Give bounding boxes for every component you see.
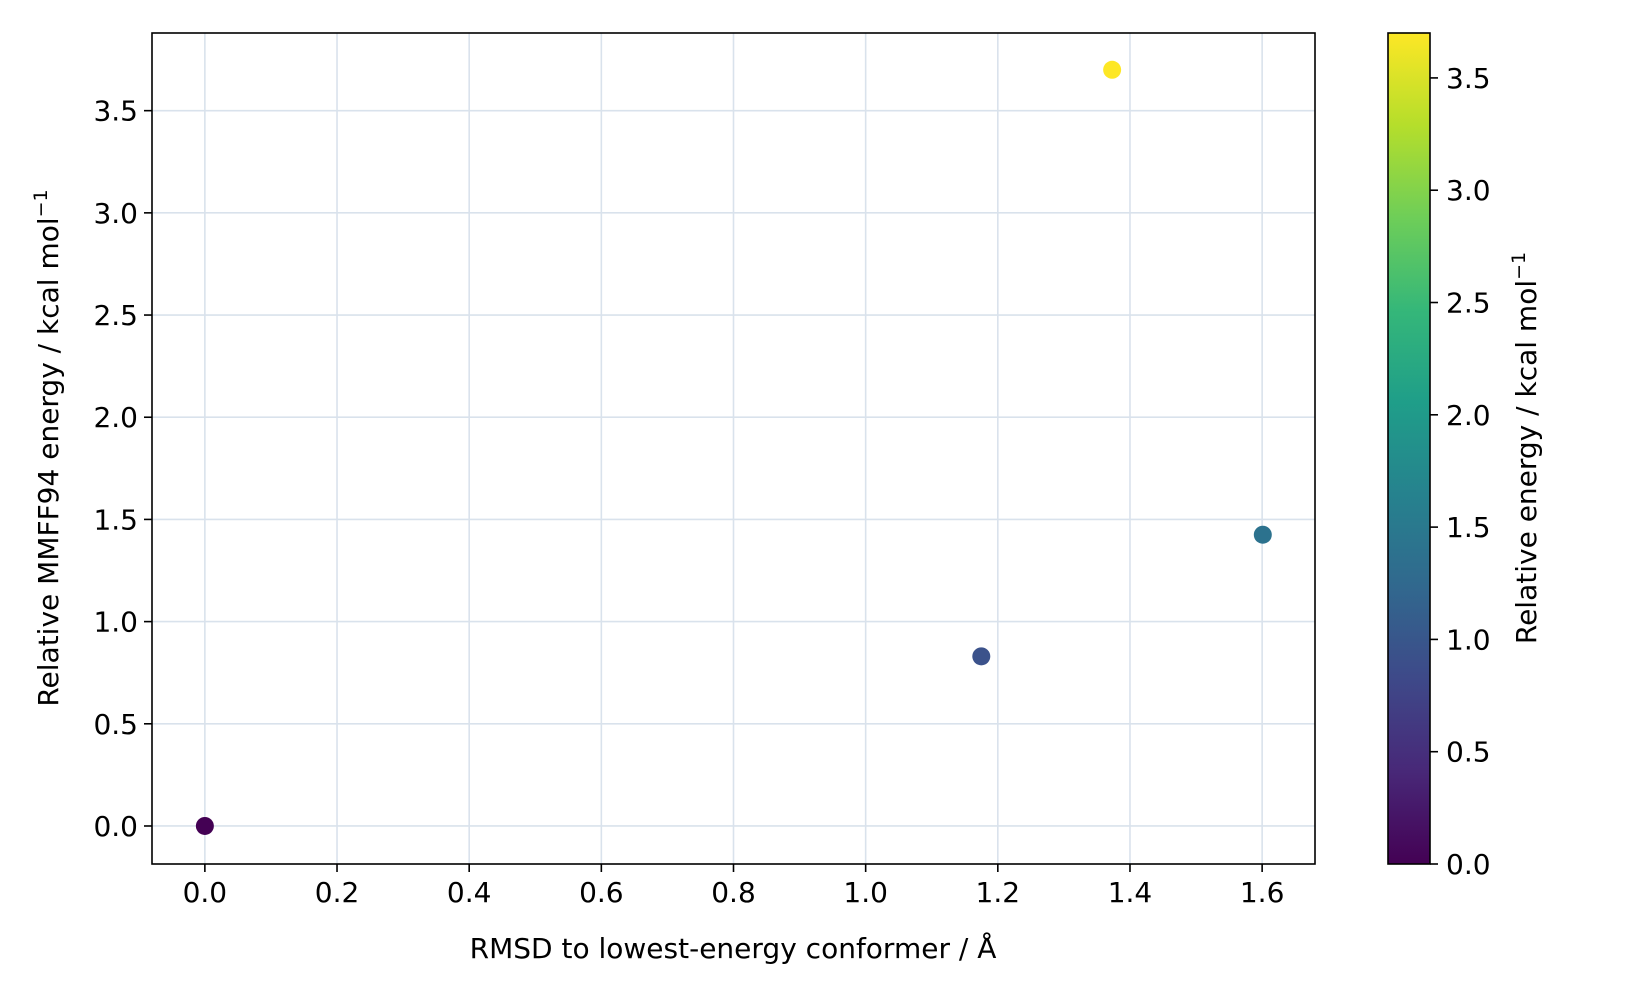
colorbar-label-text: Relative energy / kcal mol <box>1510 280 1543 644</box>
data-point <box>1103 60 1122 79</box>
data-point <box>972 647 991 666</box>
grid-lines <box>152 33 1315 864</box>
x-tick-label: 0.8 <box>711 876 756 909</box>
colorbar-tick-label: 1.5 <box>1446 511 1491 544</box>
colorbar-tick-label: 1.0 <box>1446 623 1491 656</box>
y-tick-label: 3.0 <box>93 197 138 230</box>
y-tick-label: 0.5 <box>93 708 138 741</box>
colorbar-label: Relative energy / kcal mol−1 <box>1508 252 1543 644</box>
x-axis-ticks: 0.0 0.2 0.4 0.6 0.8 1.0 1.2 1.4 1.6 <box>183 864 1285 909</box>
y-tick-label: 3.5 <box>93 95 138 128</box>
y-axis-label-superscript: −1 <box>30 189 52 217</box>
x-tick-label: 0.0 <box>183 876 228 909</box>
x-tick-label: 0.6 <box>579 876 624 909</box>
colorbar-gradient <box>1387 32 1431 865</box>
colorbar-tick-label: 2.0 <box>1446 399 1491 432</box>
x-tick-label: 0.2 <box>315 876 360 909</box>
data-point <box>1253 525 1272 544</box>
y-tick-label: 2.0 <box>93 401 138 434</box>
y-tick-label: 1.0 <box>93 606 138 639</box>
colorbar-label-superscript: −1 <box>1508 252 1530 280</box>
colorbar-tick-label: 2.5 <box>1446 287 1491 320</box>
x-axis-label: RMSD to lowest-energy conformer / Å <box>470 931 997 965</box>
y-tick-label: 2.5 <box>93 299 138 332</box>
data-points <box>195 60 1272 835</box>
y-axis-ticks: 0.0 0.5 1.0 1.5 2.0 2.5 3.0 3.5 <box>93 95 152 843</box>
x-tick-label: 1.6 <box>1240 876 1285 909</box>
data-point <box>195 816 214 835</box>
colorbar-tick-label: 0.5 <box>1446 736 1491 769</box>
y-tick-label: 1.5 <box>93 503 138 536</box>
x-tick-label: 1.2 <box>976 876 1021 909</box>
colorbar-tick-label: 0.0 <box>1446 848 1491 881</box>
x-tick-label: 0.4 <box>447 876 492 909</box>
y-axis-label: Relative MMFF94 energy / kcal mol−1 <box>30 189 65 706</box>
y-axis-label-text: Relative MMFF94 energy / kcal mol <box>32 217 65 706</box>
colorbar-ticks: 0.0 0.5 1.0 1.5 2.0 2.5 3.0 3.5 <box>1430 62 1491 881</box>
x-tick-label: 1.0 <box>843 876 888 909</box>
y-tick-label: 0.0 <box>93 810 138 843</box>
colorbar-tick-label: 3.5 <box>1446 62 1491 95</box>
x-tick-label: 1.4 <box>1108 876 1153 909</box>
colorbar-tick-label: 3.0 <box>1446 174 1491 207</box>
